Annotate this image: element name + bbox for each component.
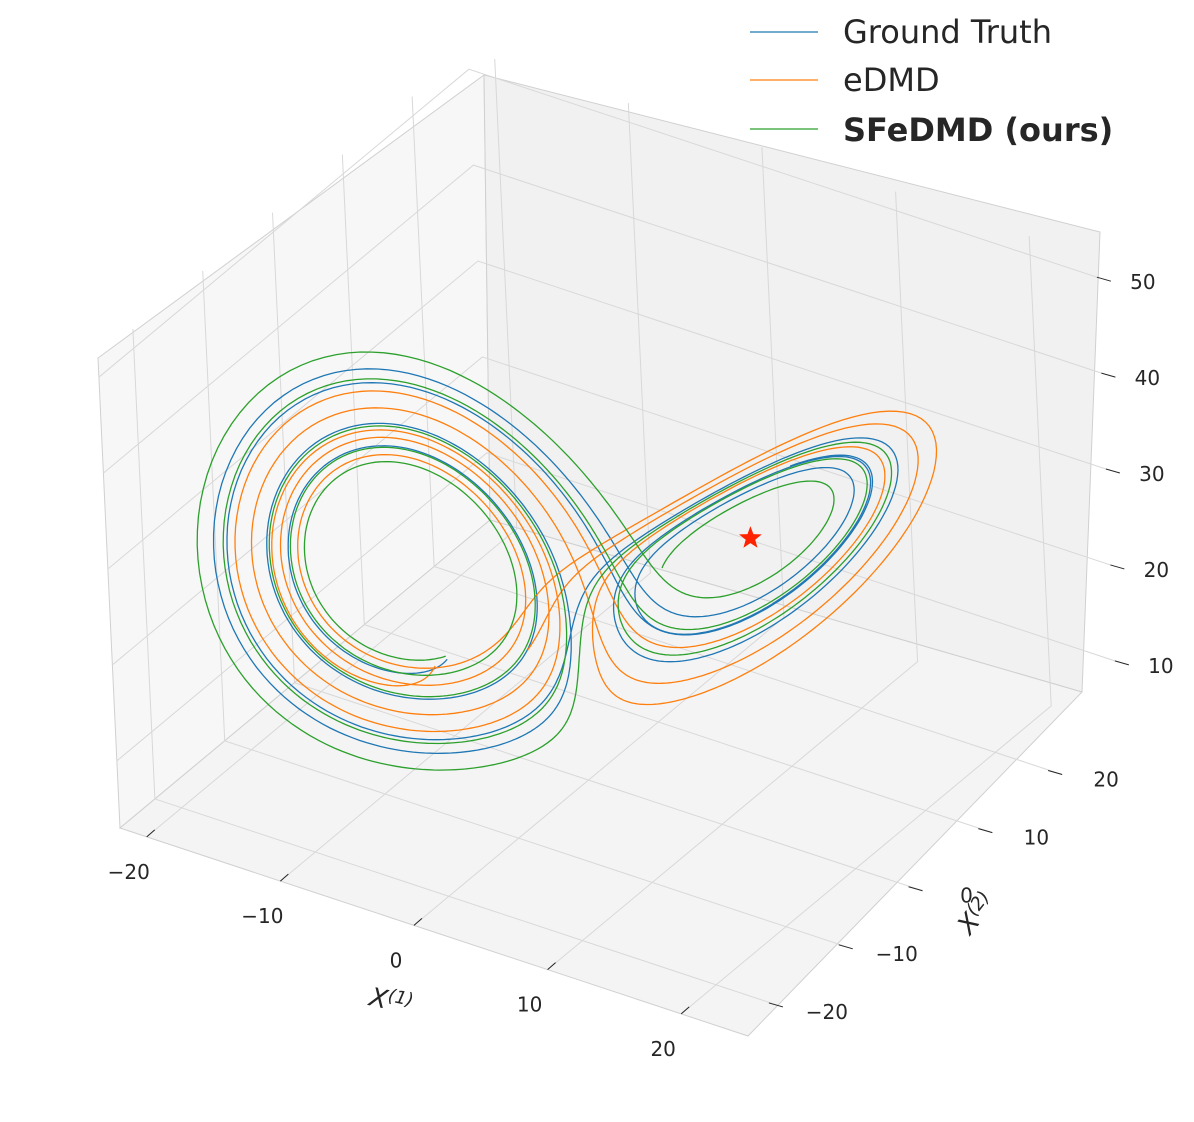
z-tick-label-3: 40 xyxy=(1135,366,1160,390)
grid-line-z-2 xyxy=(107,260,1107,570)
x-tick-0 xyxy=(146,829,156,838)
z-tick-0 xyxy=(1114,660,1129,666)
y-tick-label-3: 10 xyxy=(1024,826,1049,850)
x-tick-1 xyxy=(280,873,289,882)
x-tick-label-1: −10 xyxy=(241,904,283,928)
x-tick-label-4: 20 xyxy=(650,1037,675,1061)
z-tick-4 xyxy=(1096,276,1112,282)
y-tick-0 xyxy=(768,1002,784,1008)
trajectories xyxy=(196,351,938,771)
grid-lines xyxy=(98,58,1116,1015)
y-tick-label-0: −20 xyxy=(806,1000,848,1024)
grid-line-y-0 xyxy=(132,328,784,1008)
legend-label-edmd: eDMD xyxy=(843,61,940,99)
grid-line-z-4 xyxy=(98,68,1098,378)
grid-line-y-4 xyxy=(411,96,1063,775)
grid-line-z-3 xyxy=(103,164,1102,474)
grid-line-y-2 xyxy=(272,212,923,892)
z-tick-1 xyxy=(1110,564,1125,570)
x-tick-3 xyxy=(547,962,556,970)
grid-line-y-3 xyxy=(341,154,993,834)
x-tick-4 xyxy=(680,1006,690,1015)
x-tick-label-3: 10 xyxy=(517,993,542,1017)
x-tick-2 xyxy=(413,917,423,926)
x-axis-label-sup: (1) xyxy=(386,985,415,1011)
z-tick-label-1: 20 xyxy=(1144,558,1169,582)
fixed-point-star-marker xyxy=(739,526,762,548)
x-tick-label-0: −20 xyxy=(108,860,150,884)
x-axis-label: X(1) xyxy=(365,981,416,1021)
floor-pane xyxy=(118,519,1083,1037)
series-line-sfedmd-ours xyxy=(196,351,893,771)
y-tick-3 xyxy=(978,828,993,834)
z-tick-label-2: 30 xyxy=(1139,462,1164,486)
grid-line-x-0 xyxy=(146,58,518,838)
tick-labels: −20 −10 0 10 20 −20 −10 0 10 20 10 20 30 40 50 xyxy=(108,270,1174,1061)
z-tick-2 xyxy=(1105,468,1121,474)
y-tick-label-1: −10 xyxy=(876,942,918,966)
y-axis-label: X(2) xyxy=(950,887,1002,942)
x-tick-label-2: 0 xyxy=(390,948,403,972)
grid-line-x-1 xyxy=(280,103,651,882)
y-tick-label-4: 20 xyxy=(1093,767,1118,791)
grid-line-z-0 xyxy=(116,452,1116,762)
z-tick-label-4: 50 xyxy=(1130,270,1155,294)
y-tick-1 xyxy=(838,944,853,950)
legend: Ground Truth eDMD SFeDMD (ours) xyxy=(750,13,1113,149)
grid-line-x-4 xyxy=(680,235,1052,1015)
y-tick-2 xyxy=(908,886,923,892)
grid-line-y-1 xyxy=(202,270,853,950)
y-tick-4 xyxy=(1048,770,1063,775)
tick-marks xyxy=(146,276,1129,1015)
z-tick-label-0: 10 xyxy=(1148,654,1173,678)
legend-label-sfedmd: SFeDMD (ours) xyxy=(843,111,1113,149)
z-tick-3 xyxy=(1101,372,1116,378)
legend-label-ground-truth: Ground Truth xyxy=(843,13,1052,51)
grid-line-x-3 xyxy=(547,191,919,971)
series-line-ground-truth xyxy=(212,368,899,755)
y-tick-label-2: 0 xyxy=(960,884,973,908)
